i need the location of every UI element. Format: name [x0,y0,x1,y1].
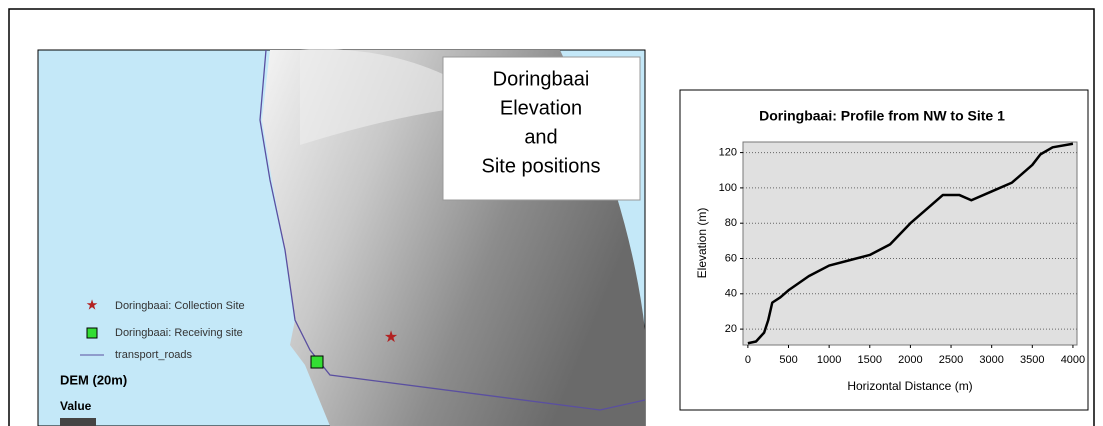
dem-label: DEM (20m) [60,372,127,387]
y-tick-label: 80 [725,217,737,229]
x-tick-label: 500 [779,354,797,366]
collection-site: ★ [384,329,398,346]
receiving-site [311,356,323,368]
x-tick-label: 3000 [979,354,1003,366]
value-label: Value [60,399,92,413]
x-tick-label: 2000 [898,354,922,366]
y-tick-label: 20 [725,323,737,335]
map-title-line: Doringbaai [493,68,590,90]
x-tick-label: 3500 [1020,354,1044,366]
y-axis-label: Elevation (m) [695,208,709,279]
x-tick-label: 4000 [1061,354,1085,366]
map-title-line: Site positions [482,155,601,177]
x-tick-label: 0 [745,354,751,366]
legend-swatch [60,418,96,426]
legend-star: ★ [86,297,99,313]
x-tick-label: 1500 [858,354,882,366]
plot-area [743,142,1077,345]
x-tick-label: 2500 [939,354,963,366]
y-tick-label: 120 [719,146,737,158]
legend-square [87,328,97,338]
x-axis-label: Horizontal Distance (m) [847,379,972,393]
chart-title: Doringbaai: Profile from NW to Site 1 [759,108,1005,124]
x-tick-label: 1000 [817,354,841,366]
chart: Doringbaai: Profile from NW to Site 1 Ho… [680,90,1088,410]
map-title-line: and [524,126,557,148]
page: ★ ★ Doringbaai: Collection Site Doringba… [0,0,1103,426]
map: ★ ★ Doringbaai: Collection Site Doringba… [38,49,645,426]
legend-label: Doringbaai: Receiving site [115,327,243,339]
y-tick-label: 40 [725,288,737,300]
legend-label: Doringbaai: Collection Site [115,300,245,312]
y-tick-label: 60 [725,252,737,264]
y-tick-label: 100 [719,182,737,194]
legend-label: transport_roads [115,349,193,361]
map-title-line: Elevation [500,97,582,119]
